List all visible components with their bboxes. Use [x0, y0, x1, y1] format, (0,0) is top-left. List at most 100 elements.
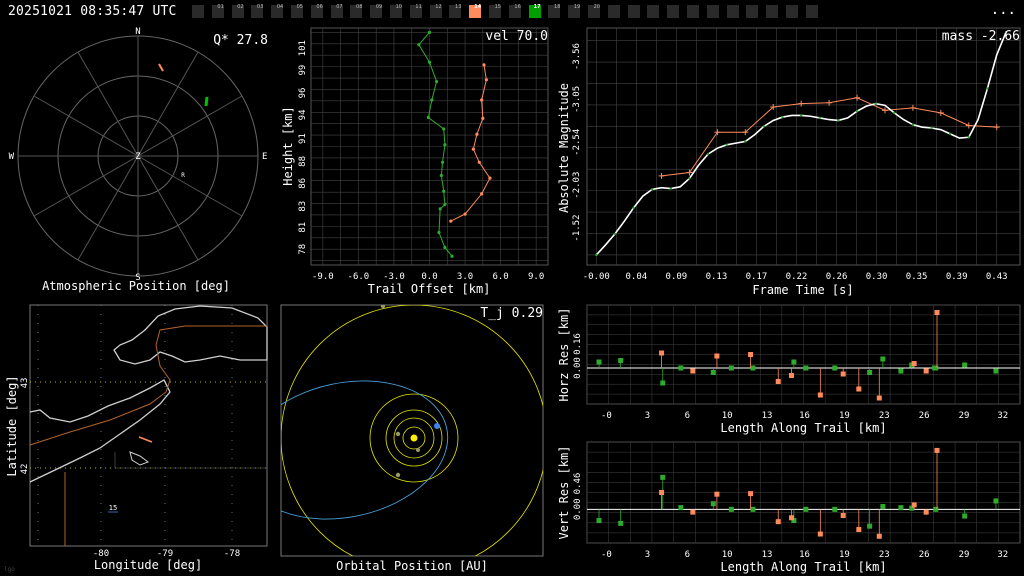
residual-point-green	[728, 365, 734, 371]
frame-box[interactable]	[805, 5, 818, 18]
frame-box[interactable]	[192, 5, 204, 18]
frame-box[interactable]	[786, 5, 798, 18]
frame-box[interactable]	[647, 5, 660, 18]
frame-box[interactable]	[687, 5, 699, 18]
x-tick-label: -0	[601, 411, 612, 421]
y-tick-label: -2.54	[572, 129, 582, 156]
residual-point-green	[962, 362, 968, 368]
frame-box[interactable]: 05	[291, 4, 303, 18]
residual-point-green	[880, 356, 886, 362]
frame-box[interactable]: 19	[568, 4, 581, 18]
height-point-orange	[484, 78, 488, 82]
compass-n: N	[135, 27, 140, 37]
height-point-green	[426, 115, 430, 120]
residual-point-orange	[659, 350, 665, 356]
frame-box[interactable]	[746, 5, 759, 18]
frame-box[interactable]: 10	[390, 4, 402, 18]
frame-box[interactable]: 06	[310, 4, 323, 18]
mag-point-green	[688, 177, 691, 180]
polar-spoke	[137, 51, 199, 157]
residual-point-green	[962, 513, 968, 519]
x-tick-label: -80	[93, 549, 109, 559]
residual-point-green	[750, 506, 756, 512]
mag-point-green	[613, 232, 617, 236]
residual-point-green	[933, 506, 939, 512]
frame-label: 04	[276, 4, 284, 10]
residual-point-orange	[911, 502, 917, 508]
x-tick-label: 6	[685, 550, 690, 560]
y-tick-label: 96	[298, 88, 308, 99]
residual-point-green	[750, 365, 756, 371]
residual-point-green	[803, 506, 809, 512]
more-menu-button[interactable]: ...	[990, 2, 1016, 18]
y-tick-label: 94	[298, 109, 308, 120]
residual-point-orange	[840, 371, 846, 377]
x-tick-label: 19	[839, 550, 850, 560]
mag-point-green	[837, 119, 840, 122]
venus-orbit	[393, 417, 435, 459]
frame-box[interactable]: 11	[409, 4, 422, 18]
frame-box[interactable]: 20	[588, 4, 600, 18]
x-tick-label: 0.0	[421, 272, 437, 282]
mag-point-green	[911, 123, 915, 126]
x-tick-label: 3	[645, 550, 650, 560]
frame-box[interactable]: 14	[469, 4, 482, 18]
residual-point-green	[933, 365, 939, 371]
frame-box[interactable]	[766, 5, 779, 18]
mag-point-green	[632, 206, 635, 210]
frame-box[interactable]: 18	[548, 4, 561, 18]
residual-point-orange	[659, 490, 665, 495]
frame-box[interactable]: 12	[429, 4, 442, 18]
height-point-green	[443, 202, 447, 207]
frame-box[interactable]: 17	[528, 4, 541, 18]
y-tick-label: 88	[298, 156, 308, 167]
frame-box[interactable]: 16	[508, 4, 521, 18]
residual-point-green	[596, 359, 602, 365]
frame-label: 13	[455, 4, 462, 10]
x-tick-label: 0.30	[866, 272, 888, 282]
height-series-green	[418, 32, 453, 257]
residual-point-orange	[817, 392, 823, 398]
frame-box[interactable]: 04	[271, 4, 284, 18]
frame-box[interactable]	[607, 5, 620, 18]
x-tick-label: -79	[157, 549, 173, 559]
state-border	[29, 325, 267, 446]
frame-box[interactable]: 13	[449, 4, 462, 18]
x-tick-label: 0.17	[746, 272, 768, 282]
frame-box[interactable]: 02	[231, 4, 244, 18]
residual-point-orange	[876, 395, 882, 401]
y-tick-label: -3.05	[572, 86, 582, 113]
residual-point-green	[618, 358, 624, 363]
frame-label: 03	[257, 4, 264, 10]
residual-point-green	[728, 506, 734, 512]
frame-label: 05	[296, 4, 303, 10]
mag-point-green	[1004, 31, 1008, 34]
frame-box[interactable]: 09	[370, 4, 383, 18]
frame-label: 10	[395, 4, 402, 10]
frame-box[interactable]	[667, 5, 680, 18]
planet-marker	[416, 448, 420, 452]
tisserand-label: T_j 0.29	[480, 306, 543, 321]
compass-e: E	[262, 152, 267, 162]
compass-s: S	[135, 273, 140, 283]
lake-erie-coast	[29, 379, 171, 483]
mag-point-green	[781, 115, 784, 119]
frame-box[interactable]: 03	[251, 4, 264, 18]
q-star-label: Q* 27.8	[213, 33, 268, 48]
residual-point-orange	[840, 513, 846, 519]
residual-point-green	[880, 504, 886, 510]
height-point-green	[443, 245, 447, 250]
x-tick-label: -3.0	[383, 272, 405, 282]
x-tick-label: -78	[224, 549, 240, 559]
frame-box[interactable]: 15	[489, 4, 501, 18]
frame-box[interactable]	[726, 5, 739, 18]
frame-box[interactable]: 01	[211, 4, 224, 18]
residual-point-orange	[856, 527, 862, 533]
frame-box[interactable]: 07	[330, 4, 343, 18]
frame-box[interactable]	[706, 5, 719, 18]
height-point-orange	[482, 63, 486, 67]
frame-box[interactable]	[627, 5, 640, 18]
height-point-green	[442, 127, 446, 131]
frame-box[interactable]: 08	[350, 4, 363, 18]
y-tick-label: -3.56	[572, 43, 582, 70]
